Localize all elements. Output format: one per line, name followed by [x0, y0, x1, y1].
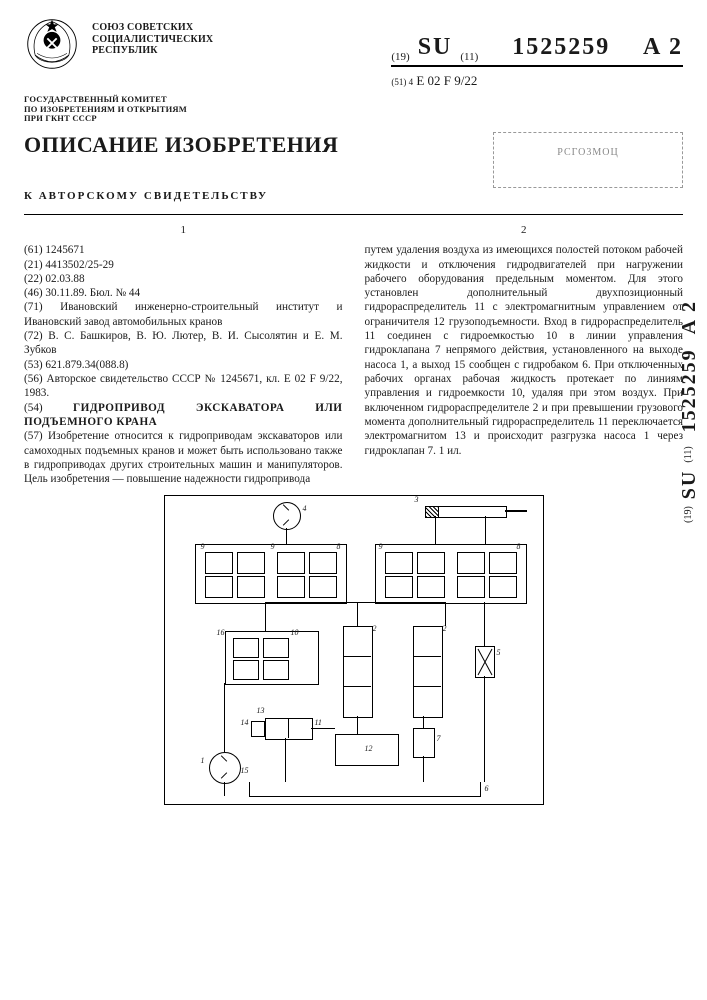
filter-icon [475, 646, 495, 678]
side-publication-code: (19) SU (11) 1525259 A 2 [678, 300, 701, 523]
document-subtitle: К АВТОРСКОМУ СВИДЕТЕЛЬСТВУ [0, 188, 707, 210]
column-right: 2 путем удаления воздуха из имеющихся по… [365, 223, 684, 487]
publication-number: (19) SU (11) 1525259 A 2 [391, 34, 683, 67]
field-53: (53) 621.879.34(088.8) [24, 358, 343, 372]
divider [24, 214, 683, 215]
ipc-classification: (51) 4 E 02 F 9/22 [391, 73, 683, 89]
field-54: (54) ГИДРОПРИВОД ЭКСКАВАТОРА ИЛИ ПОДЪЕМН… [24, 401, 343, 430]
field-72: (72) В. С. Башкиров, В. Ю. Лютер, В. И. … [24, 329, 343, 358]
library-stamp: РСГО3МОЦ [493, 132, 683, 188]
abstract-continuation: путем удаления воздуха из имеющихся поло… [365, 243, 684, 458]
reservoir-icon [249, 782, 481, 797]
ussr-emblem-icon [24, 16, 80, 72]
hydraulic-schematic: 4 3 9 9 8 9 8 2 2 16 10 5 [164, 495, 544, 805]
publication-number-block: (19) SU (11) 1525259 A 2 (51) 4 E 02 F 9… [391, 16, 683, 89]
issuing-org: СОЮЗ СОВЕТСКИХ СОЦИАЛИСТИЧЕСКИХ РЕСПУБЛИ… [92, 16, 252, 57]
directional-valve [343, 626, 373, 718]
directional-valve [413, 626, 443, 718]
pump-icon [209, 752, 241, 784]
hydraulic-motor-icon [273, 502, 301, 530]
field-57: (57) Изобретение относится к гидропривод… [24, 429, 343, 486]
org-line: РЕСПУБЛИК [92, 45, 252, 57]
document-title: ОПИСАНИЕ ИЗОБРЕТЕНИЯ [24, 132, 338, 158]
committee-line: ПРИ ГКНТ СССР [24, 114, 224, 124]
field-46: (46) 30.11.89. Бюл. № 44 [24, 286, 343, 300]
committee-block: ГОСУДАРСТВЕННЫЙ КОМИТЕТ ПО ИЗОБРЕТЕНИЯМ … [0, 93, 248, 124]
solenoid-valve [265, 718, 313, 740]
org-line: СОЮЗ СОВЕТСКИХ [92, 22, 252, 34]
title-row: ОПИСАНИЕ ИЗОБРЕТЕНИЯ РСГО3МОЦ [0, 124, 707, 188]
relief-valve [413, 728, 435, 758]
field-56: (56) Авторское свидетельство СССР № 1245… [24, 372, 343, 401]
body-columns: 1 (61) 1245671 (21) 4413502/25-29 (22) 0… [0, 219, 707, 487]
field-61: (61) 1245671 [24, 243, 343, 257]
column-left: 1 (61) 1245671 (21) 4413502/25-29 (22) 0… [24, 223, 343, 487]
field-21: (21) 4413502/25-29 [24, 258, 343, 272]
column-number: 2 [365, 223, 684, 237]
field-22: (22) 02.03.88 [24, 272, 343, 286]
field-71: (71) Ивановский инженерно-строительный и… [24, 300, 343, 329]
org-line: СОЦИАЛИСТИЧЕСКИХ [92, 34, 252, 46]
column-number: 1 [24, 223, 343, 237]
header: СОЮЗ СОВЕТСКИХ СОЦИАЛИСТИЧЕСКИХ РЕСПУБЛИ… [0, 0, 707, 93]
